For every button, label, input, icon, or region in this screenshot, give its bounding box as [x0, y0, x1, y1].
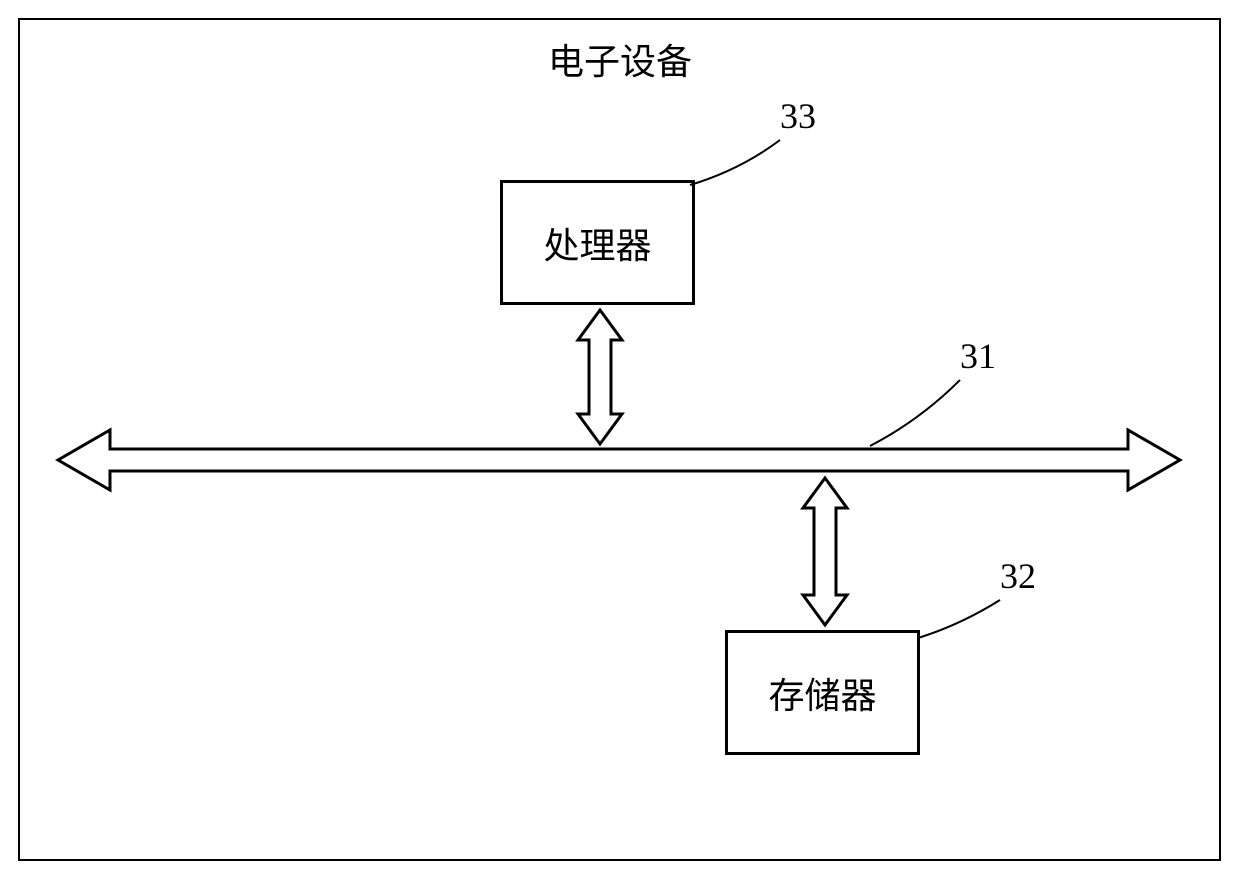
diagram-canvas: 电子设备 处理器 存储器 33 32 31 — [0, 0, 1239, 884]
ref-label-32: 32 — [1000, 555, 1036, 597]
memory-label: 存储器 — [768, 667, 876, 719]
processor-block: 处理器 — [500, 180, 695, 305]
processor-label: 处理器 — [543, 217, 651, 269]
outer-frame — [18, 18, 1221, 861]
ref-label-31: 31 — [960, 335, 996, 377]
memory-block: 存储器 — [725, 630, 920, 755]
diagram-title: 电子设备 — [510, 33, 730, 85]
ref-label-33: 33 — [780, 95, 816, 137]
